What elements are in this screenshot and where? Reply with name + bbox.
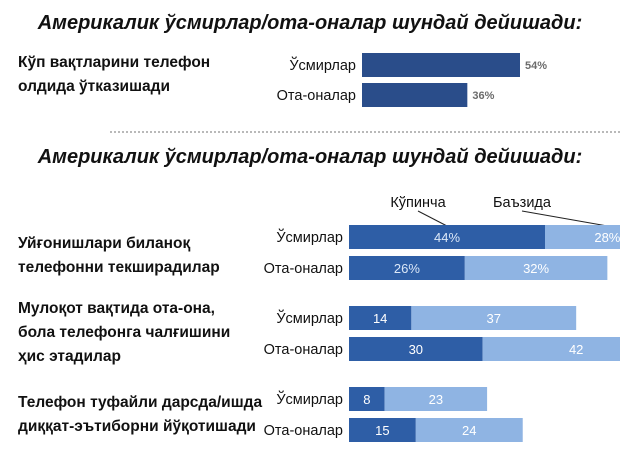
bar-segment-sometimes — [464, 256, 608, 280]
legend-pointer-line — [417, 210, 448, 227]
question-line: бола телефонга чалғишини — [18, 324, 231, 341]
question-line: Телефон туфайли дарсда/ишда — [18, 394, 263, 411]
question-label-distracted-in-conversation: Мулоқот вақтида ота-она, бола телефонга … — [18, 297, 230, 369]
row-label: Ўсмирлар — [289, 56, 356, 74]
question-line: Кўп вақтларини телефон — [18, 54, 211, 71]
bar-segment-sometimes — [384, 387, 488, 411]
bar-value-label: 54% — [525, 60, 547, 72]
bar-segment-often — [349, 225, 545, 249]
segment-value-label: 28% — [594, 230, 620, 245]
bar-segment-sometimes — [411, 306, 577, 330]
segment-value-label: 44% — [434, 230, 460, 245]
chart-title-top: Америкалик ўсмирлар/ота-оналар шундай де… — [37, 12, 583, 34]
legend-label-sometimes: Баъзида — [493, 195, 552, 211]
bar-segment-sometimes — [415, 418, 523, 442]
legend-label-often: Кўпинча — [390, 195, 446, 211]
legend-pointer-line — [521, 210, 608, 227]
chart-title-bottom: Америкалик ўсмирлар/ота-оналар шундай де… — [37, 146, 583, 168]
row-label: Ота-оналар — [264, 423, 343, 439]
segment-value-label: 8 — [363, 392, 370, 407]
question-line: ҳис этадилар — [18, 348, 121, 365]
bar-segment-often — [349, 256, 465, 280]
segment-value-label: 26% — [394, 261, 420, 276]
question-label-time-on-phone: Кўп вақтларини телефон олдида ўтказишади — [18, 51, 210, 99]
bar — [362, 53, 520, 77]
question-line: телефонни текширадилар — [18, 259, 220, 276]
row-label: Ўсмирлар — [276, 228, 343, 246]
bar-segment-often — [349, 306, 412, 330]
row-label: Ўсмирлар — [276, 309, 343, 327]
bar-segment-often — [349, 387, 385, 411]
row-label: Ота-оналар — [264, 261, 343, 277]
bar-segment-often — [349, 418, 416, 442]
segment-value-label: 30 — [409, 342, 423, 357]
question-line: Мулоқот вақтида ота-она, — [18, 300, 215, 317]
row-label: Ота-оналар — [277, 88, 356, 104]
segment-value-label: 14 — [373, 311, 387, 326]
segment-value-label: 23 — [429, 392, 443, 407]
question-line: олдида ўтказишади — [18, 78, 170, 95]
segment-value-label: 32% — [523, 261, 549, 276]
segment-value-label: 24 — [462, 423, 476, 438]
row-label: Ўсмирлар — [276, 390, 343, 408]
question-line: диққат-эътиборни йўқотишади — [18, 418, 256, 435]
bar-segment-sometimes — [482, 337, 620, 361]
question-label-lose-focus: Телефон туфайли дарсда/ишда диққат-эътиб… — [18, 391, 262, 439]
bar-segment-sometimes — [545, 225, 620, 249]
bar-segment-often — [349, 337, 483, 361]
segment-value-label: 37 — [487, 311, 501, 326]
row-label: Ота-оналар — [264, 342, 343, 358]
question-label-check-on-waking: Уйғонишлари биланоқ телефонни текширадил… — [18, 232, 220, 280]
segment-value-label: 15 — [375, 423, 389, 438]
dotted-divider — [110, 131, 620, 133]
segment-value-label: 42 — [569, 342, 583, 357]
bar-value-label: 36% — [472, 90, 494, 102]
bar — [362, 83, 468, 107]
question-line: Уйғонишлари биланоқ — [18, 235, 191, 252]
